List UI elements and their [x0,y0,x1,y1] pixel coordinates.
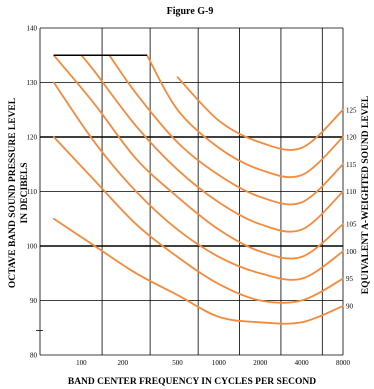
y-axis-label-line-2: IN DECIBELS [20,163,30,224]
y2-axis-label: EQUIVALENT A-WEIGHTED SOUND LEVEL [361,96,371,294]
x-tick-label-1000: 1000 [212,359,227,367]
y-tick-label-100: 100 [27,243,38,251]
level-label-90: 90 [346,302,354,310]
level-label-110: 110 [346,188,357,196]
x-axis-label: BAND CENTER FREQUENCY IN CYCLES PER SECO… [68,377,316,387]
curve-dba-115 [108,54,344,206]
tick-labels: 80 90 100 110 120 130 140 100 200 500 1000 2000 4000… [27,25,351,368]
curve-dba-100 [52,81,344,281]
x-tick-label-200: 200 [118,359,129,367]
curve-dba-120 [146,54,344,179]
x-tick-label-4000: 4000 [295,359,310,367]
curves [52,54,344,325]
y-tick-label-140: 140 [27,25,38,33]
x-tick-label-100: 100 [76,359,87,367]
level-label-120: 120 [346,134,357,142]
y-axis-label-line-1: OCTAVE BAND SOUND PRESSURE LEVEL [8,98,18,288]
curve-dba-110 [80,54,344,233]
y-tick-label-110: 110 [27,188,38,196]
chart-title: Figure G-9 [167,6,214,17]
level-label-105: 105 [346,221,357,229]
curve-dba-95 [52,136,344,304]
level-label-125: 125 [346,106,357,114]
y-tick-label-130: 130 [27,79,38,87]
y-tick-label-120: 120 [27,134,38,142]
grid [36,27,344,356]
level-label-95: 95 [346,275,354,283]
curve-dba-125 [176,76,344,151]
curve-dba-90 [52,217,344,325]
x-tick-label-500: 500 [172,359,183,367]
level-label-100: 100 [346,248,357,256]
level-labels: 90 95 100 105 110 115 120 125 [346,106,357,310]
x-tick-label-2000: 2000 [253,359,268,367]
x-tick-label-8000: 8000 [336,359,351,367]
y-tick-label-90: 90 [30,297,38,305]
curve-dba-105 [52,54,344,260]
y-tick-label-80: 80 [30,352,38,360]
level-label-115: 115 [346,161,357,169]
